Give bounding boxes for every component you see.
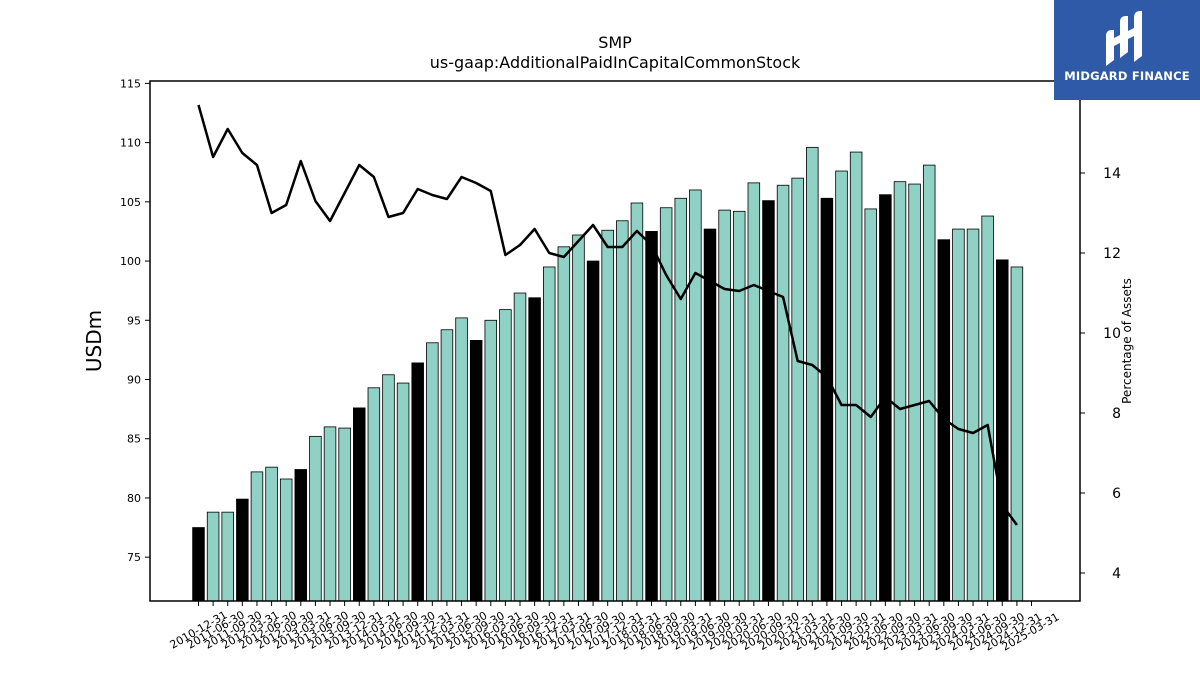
bar-2013-06-30: [338, 427, 351, 602]
bar-2017-09-30: [586, 260, 600, 602]
bar-2023-06-30: [922, 164, 936, 602]
bar-2010-12-31: [192, 527, 205, 602]
bar-2018-03-31: [616, 220, 629, 602]
bar-2020-06-30: [747, 182, 761, 602]
bar-2020-12-31: [776, 184, 790, 602]
bar-2012-06-30: [279, 478, 293, 602]
bar-2024-12-31: [1010, 266, 1024, 602]
bar-2019-09-30: [703, 228, 717, 602]
bar-2021-12-31: [835, 170, 848, 602]
midgard-finance-logo-icon: [1106, 11, 1142, 66]
bar-2017-12-31: [601, 229, 614, 602]
bar-2013-09-30: [353, 407, 366, 602]
bar-2012-09-30: [294, 469, 308, 602]
bar-2017-06-30: [572, 234, 585, 602]
y-axis-label: USDm: [82, 310, 106, 372]
bar-2011-03-31: [206, 511, 220, 602]
bar-2017-03-31: [557, 246, 571, 602]
y2-tick-label: 4: [1112, 566, 1121, 582]
chart-subtitle: us-gaap:AdditionalPaidInCapitalCommonSto…: [430, 53, 801, 72]
bar-2011-12-31: [250, 471, 264, 602]
bar-2015-06-30: [455, 317, 468, 602]
bar-2019-03-31: [674, 197, 688, 602]
bar-2015-09-30: [469, 340, 483, 602]
bar-2022-06-30: [864, 208, 877, 602]
y2-tick-label: 8: [1112, 406, 1121, 422]
plot-frame: [149, 80, 1081, 602]
percentage-of-assets-line: [197, 104, 1018, 526]
y2-tick-label: 6: [1112, 486, 1121, 502]
bar-2021-06-30: [806, 146, 819, 602]
y-tick-label: 80: [127, 492, 141, 505]
bar-2015-12-31: [484, 319, 498, 602]
brand-name: MIDGARD FINANCE: [1064, 69, 1190, 83]
bar-2016-09-30: [528, 297, 541, 602]
bar-2016-03-31: [499, 309, 512, 602]
bars-layer: [192, 146, 1024, 602]
bar-2024-03-31: [966, 228, 980, 602]
bar-2016-06-30: [513, 292, 527, 602]
bar-2014-09-30: [411, 362, 424, 602]
bar-2012-12-31: [309, 435, 322, 602]
bar-2024-09-30: [996, 259, 1009, 602]
y-tick-label: 85: [127, 433, 141, 446]
y2-tick-label: 12: [1103, 246, 1121, 262]
y-tick-label: 75: [127, 551, 141, 564]
y-tick-label: 115: [120, 77, 141, 90]
y2-axis-label: Percentage of Assets: [1120, 278, 1134, 404]
bar-2013-03-31: [323, 426, 337, 602]
bar-2018-06-30: [630, 202, 644, 602]
bar-2013-12-31: [367, 387, 381, 602]
bar-2015-03-31: [440, 329, 454, 602]
chart-title: SMP: [598, 33, 632, 52]
y-tick-label: 100: [120, 255, 141, 268]
bar-2019-12-31: [718, 209, 731, 602]
bar-2021-03-31: [791, 177, 804, 602]
bar-2014-03-31: [382, 374, 395, 602]
y-tick-label: 90: [127, 373, 141, 386]
y2-tick-label: 10: [1103, 326, 1121, 342]
bar-2014-06-30: [396, 382, 410, 602]
bar-2023-12-31: [952, 228, 965, 602]
bar-2020-03-31: [732, 210, 746, 602]
midgard-finance-logo: MIDGARD FINANCE: [1054, 0, 1200, 100]
bar-2020-09-30: [762, 200, 775, 602]
bar-2023-03-31: [908, 183, 921, 602]
bar-2014-12-31: [426, 342, 439, 602]
bar-2019-06-30: [689, 189, 702, 602]
line-layer: [197, 104, 1018, 526]
bar-2024-06-30: [981, 215, 994, 602]
y-tick-label: 95: [127, 314, 141, 327]
bar-2011-09-30: [236, 498, 249, 602]
bar-2018-09-30: [645, 231, 658, 602]
bar-2022-12-31: [893, 181, 907, 602]
bar-2021-09-30: [820, 197, 834, 602]
bar-2012-03-31: [265, 466, 278, 602]
bar-2011-06-30: [221, 511, 234, 602]
bar-2016-12-31: [542, 266, 556, 602]
y-tick-label: 105: [120, 196, 141, 209]
y-tick-label: 110: [120, 137, 141, 150]
bar-2022-03-31: [849, 151, 863, 602]
y2-tick-label: 14: [1103, 166, 1121, 182]
